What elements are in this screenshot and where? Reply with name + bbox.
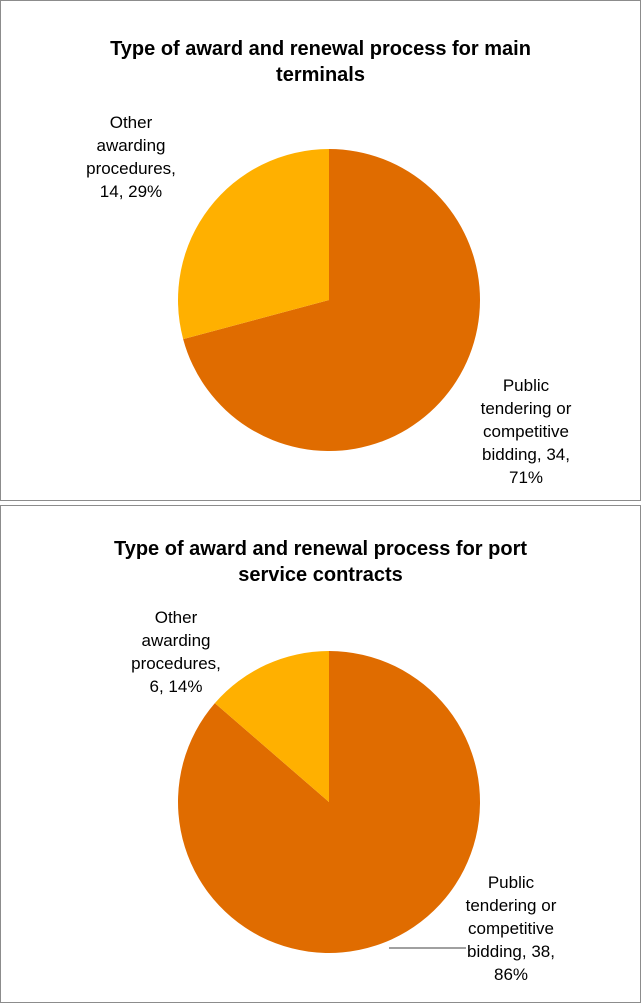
data-label-line: Other [154, 608, 198, 627]
chart-title-line: Type of award and renewal process for ma… [110, 38, 531, 60]
data-label-line: bidding, 34, [482, 445, 570, 464]
pie-slice-other-procedures [178, 149, 329, 340]
chart-title-line: Type of award and renewal process for po… [113, 538, 528, 560]
data-label-line: Other [109, 113, 153, 132]
pie-slice-other-procedures [214, 651, 329, 802]
pie-slice-public-tendering [178, 651, 481, 953]
data-label-line: awarding [141, 631, 211, 650]
data-label-line: Public [502, 376, 550, 395]
chart-title-line: service contracts [238, 564, 403, 586]
data-label-line: procedures, [131, 654, 221, 673]
data-label-line: 86% [493, 965, 529, 984]
data-label-line: procedures, [86, 159, 176, 178]
data-label-line: 6, 14% [149, 677, 203, 696]
chart-title: Type of award and renewal process for ma… [21, 36, 620, 88]
data-label-line: competitive [483, 422, 569, 441]
data-label-public: Public tendering or competitive bidding,… [471, 374, 581, 489]
data-label-line: 14, 29% [99, 182, 163, 201]
chart-title: Type of award and renewal process for po… [21, 536, 620, 588]
data-label-other: Other awarding procedures, 6, 14% [126, 606, 226, 698]
pie-chart [178, 651, 481, 953]
chart-panel-main-terminals: Type of award and renewal process for ma… [0, 0, 641, 501]
pie-slice-public-tendering [183, 149, 481, 451]
data-label-line: tendering or [480, 399, 572, 418]
data-label-other: Other awarding procedures, 14, 29% [76, 111, 186, 203]
data-label-line: bidding, 38, [467, 942, 555, 961]
pie-chart [178, 149, 481, 451]
data-label-line: 71% [508, 468, 544, 487]
data-label-line: competitive [468, 919, 554, 938]
data-label-line: awarding [96, 136, 166, 155]
data-label-line: Public [487, 873, 535, 892]
data-label-public: Public tendering or competitive bidding,… [455, 871, 567, 986]
chart-panel-port-service-contracts: Type of award and renewal process for po… [0, 505, 641, 1003]
data-label-line: tendering or [465, 896, 557, 915]
chart-title-line: terminals [276, 64, 365, 86]
